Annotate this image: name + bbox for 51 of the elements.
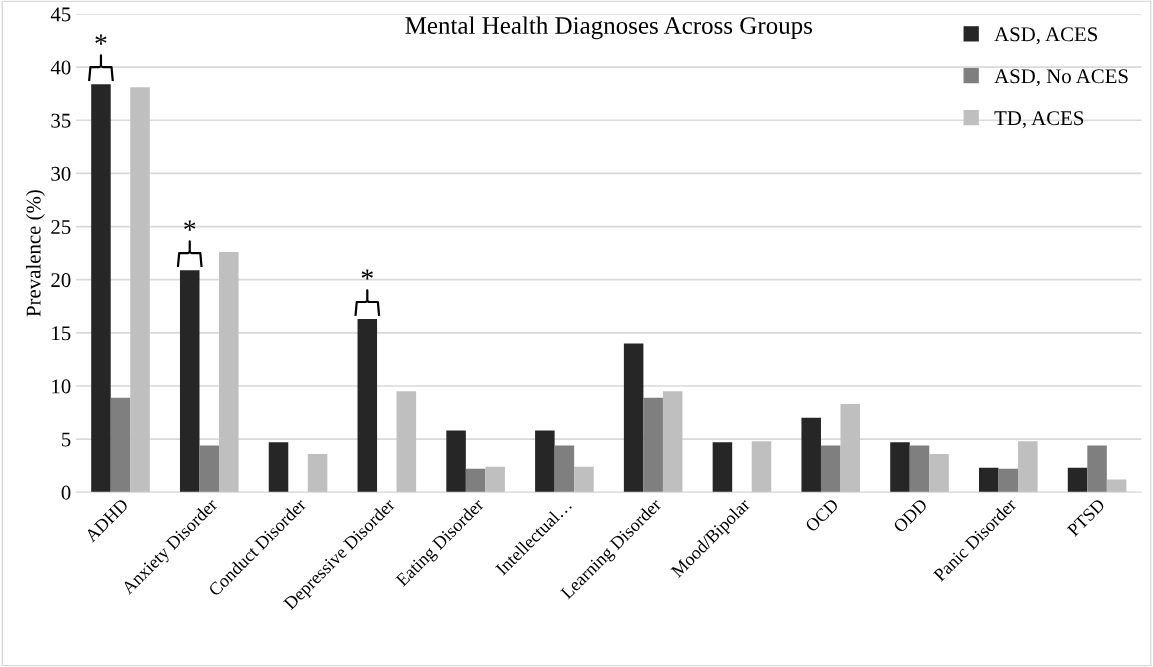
bar — [998, 468, 1019, 493]
bar — [446, 430, 466, 493]
legend-label: TD, ACES — [994, 111, 1084, 129]
bar — [91, 84, 111, 493]
legend-label: ASD, ACES — [994, 27, 1098, 45]
bar — [574, 466, 594, 493]
legend-label: ASD, No ACES — [994, 69, 1128, 87]
bar — [712, 442, 733, 493]
bar — [820, 445, 841, 493]
bar — [840, 404, 861, 493]
chart-title: Mental Health Diagnoses Across Groups — [405, 16, 813, 40]
y-axis-title: Prevalence (%) — [25, 190, 45, 317]
bar — [535, 430, 555, 493]
bar — [396, 391, 417, 493]
bar — [623, 343, 644, 493]
bar — [1106, 479, 1127, 493]
bar — [751, 441, 772, 493]
bar — [909, 445, 930, 493]
bar — [890, 442, 910, 493]
y-tick-label: 20 — [51, 273, 71, 288]
bar — [199, 445, 220, 493]
y-tick-label: 45 — [50, 7, 71, 22]
bar — [110, 397, 131, 493]
bar — [801, 417, 821, 493]
bar — [662, 391, 683, 493]
y-tick-label: 35 — [51, 113, 71, 128]
y-tick-label: 25 — [51, 219, 71, 234]
bar — [465, 468, 486, 493]
bar — [1067, 467, 1088, 493]
bar — [219, 252, 239, 493]
annotation: * — [184, 220, 196, 231]
annotation: * — [95, 34, 107, 45]
y-tick-label: 15 — [52, 326, 71, 341]
y-tick-label: 40 — [50, 60, 71, 75]
bar — [554, 445, 575, 493]
bar — [929, 453, 949, 493]
bar — [643, 397, 663, 493]
y-tick-label: 10 — [52, 379, 71, 394]
bar — [268, 442, 289, 493]
bar — [485, 466, 505, 493]
bar — [1087, 445, 1107, 493]
y-tick-label: 30 — [51, 166, 71, 181]
y-tick-label: 5 — [62, 432, 71, 447]
y-tick-label: 0 — [61, 485, 71, 500]
bar — [979, 467, 999, 493]
bar — [357, 319, 378, 493]
bar — [179, 270, 200, 493]
bar — [307, 453, 328, 493]
bar — [1018, 441, 1038, 493]
annotation: * — [361, 269, 373, 280]
bar — [130, 87, 150, 493]
